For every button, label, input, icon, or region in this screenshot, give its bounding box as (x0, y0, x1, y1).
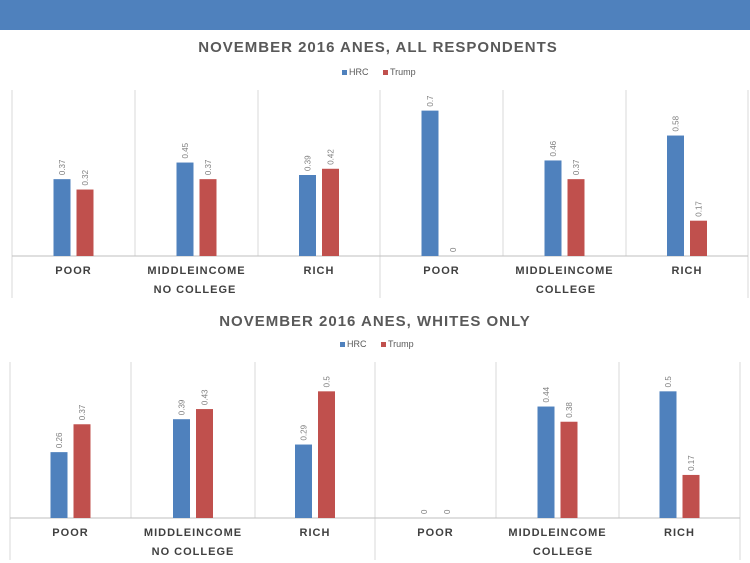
legend-label-hrc: HRC (349, 67, 369, 77)
data-label-trump-2: 0.5 (323, 376, 332, 388)
data-label-trump-4: 0.38 (565, 402, 574, 418)
data-label-trump-3: 0 (443, 509, 452, 514)
category-label: POOR (52, 527, 88, 539)
chart-all-respondents: NOVEMBER 2016 ANES, ALL RESPONDENTS HRC … (11, 39, 749, 298)
data-label-trump-2: 0.42 (327, 149, 336, 165)
grid-lines (11, 90, 749, 298)
legend: HRC Trump (340, 339, 414, 349)
legend: HRC Trump (342, 67, 416, 77)
legend-label-hrc: HRC (347, 339, 367, 349)
data-label-hrc-0: 0.26 (55, 432, 64, 448)
bar-hrc-2 (299, 175, 316, 256)
chart-whites-only: NOVEMBER 2016 ANES, WHITES ONLY HRC Trum… (9, 313, 741, 560)
data-label-hrc-1: 0.39 (178, 399, 187, 415)
legend-swatch-trump (383, 70, 388, 75)
bar-hrc-0 (53, 179, 71, 256)
category-label: POOR (55, 265, 91, 277)
category-label: POOR (423, 265, 459, 277)
grid-lines (9, 362, 741, 560)
bar-trump-4 (560, 421, 578, 518)
data-label-hrc-1: 0.45 (181, 142, 190, 158)
category-label: MIDDLEINCOME (144, 527, 242, 539)
bar-trump-0 (73, 424, 91, 518)
data-label-hrc-4: 0.44 (542, 386, 551, 402)
data-label-hrc-3: 0 (420, 509, 429, 514)
bar-hrc-4 (537, 406, 555, 518)
data-label-hrc-5: 0.58 (672, 115, 681, 131)
category-label: RICH (664, 527, 695, 539)
bars (53, 110, 707, 256)
bar-trump-1 (199, 179, 217, 256)
category-label: MIDDLEINCOME (508, 527, 606, 539)
data-label-hrc-2: 0.29 (300, 424, 309, 440)
group-label-no-college: NO COLLEGE (154, 284, 237, 296)
data-label-hrc-0: 0.37 (58, 159, 67, 175)
bar-hrc-1 (173, 419, 190, 518)
group-label-college: COLLEGE (533, 546, 593, 558)
charts-figure: NOVEMBER 2016 ANES, ALL RESPONDENTS HRC … (9, 39, 749, 560)
bar-trump-4 (567, 179, 585, 256)
category-label: POOR (417, 527, 453, 539)
legend-swatch-trump (381, 342, 386, 347)
data-labels: 0.37 0.32 0.45 0.37 0.39 0.42 0.7 0 0.46 0.37 0.58… (58, 95, 704, 252)
bar-hrc-5 (659, 391, 677, 518)
category-label: MIDDLEINCOME (147, 265, 245, 277)
chart-title: NOVEMBER 2016 ANES, WHITES ONLY (219, 313, 531, 330)
data-label-trump-3: 0 (449, 247, 458, 252)
legend-swatch-hrc (342, 70, 347, 75)
bar-trump-2 (322, 168, 339, 256)
bar-trump-1 (196, 409, 213, 518)
data-label-trump-1: 0.43 (201, 389, 210, 405)
category-label: MIDDLEINCOME (515, 265, 613, 277)
data-label-hrc-3: 0.7 (426, 95, 435, 107)
category-labels: POOR MIDDLEINCOME RICH POOR MIDDLEINCOME RICH (55, 265, 703, 277)
data-label-hrc-4: 0.46 (549, 140, 558, 156)
data-label-trump-1: 0.37 (204, 159, 213, 175)
bars (50, 391, 700, 518)
legend-label-trump: Trump (388, 339, 414, 349)
bar-hrc-0 (50, 452, 68, 518)
bar-trump-5 (682, 474, 700, 518)
bar-trump-5 (690, 220, 707, 256)
top-banner (0, 0, 750, 30)
bar-trump-2 (318, 391, 335, 518)
data-label-hrc-5: 0.5 (664, 376, 673, 388)
bar-trump-0 (76, 189, 94, 256)
bar-hrc-1 (176, 162, 194, 256)
category-label: RICH (300, 527, 331, 539)
legend-label-trump: Trump (390, 67, 416, 77)
bar-hrc-2 (295, 444, 312, 518)
data-label-trump-4: 0.37 (572, 159, 581, 175)
data-label-hrc-2: 0.39 (304, 155, 313, 171)
data-label-trump-0: 0.32 (81, 169, 90, 185)
chart-title: NOVEMBER 2016 ANES, ALL RESPONDENTS (198, 39, 558, 56)
legend-swatch-hrc (340, 342, 345, 347)
data-labels: 0.26 0.37 0.39 0.43 0.29 0.5 0 0 0.44 0.38 0.5 0.17 (55, 376, 696, 514)
group-label-college: COLLEGE (536, 284, 596, 296)
bar-hrc-3 (421, 110, 439, 256)
category-label: RICH (672, 265, 703, 277)
data-label-trump-0: 0.37 (78, 404, 87, 420)
category-labels: POOR MIDDLEINCOME RICH POOR MIDDLEINCOME RICH (52, 527, 695, 539)
data-label-trump-5: 0.17 (695, 201, 704, 217)
bar-hrc-5 (667, 135, 684, 256)
data-label-trump-5: 0.17 (687, 455, 696, 471)
bar-hrc-4 (544, 160, 562, 256)
category-label: RICH (304, 265, 335, 277)
group-label-no-college: NO COLLEGE (152, 546, 235, 558)
